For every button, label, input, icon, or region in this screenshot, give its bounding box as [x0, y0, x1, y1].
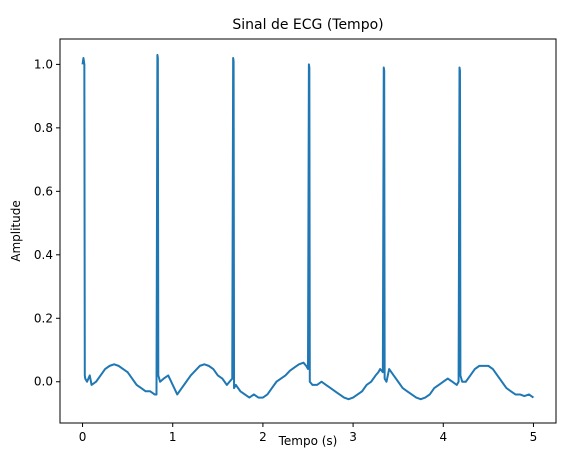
y-axis-ticks: 0.0 0.2 0.4 0.6 0.8 1.0 — [34, 57, 60, 389]
x-axis-label: Tempo (s) — [278, 434, 338, 448]
x-tick-label: 2 — [259, 430, 267, 444]
y-tick-label: 0.0 — [34, 375, 53, 389]
ecg-series-line — [81, 53, 535, 401]
series-layer — [81, 53, 535, 401]
x-tick-label: 5 — [530, 430, 538, 444]
axes-frame — [59, 38, 557, 424]
chart-title: Sinal de ECG (Tempo) — [232, 17, 383, 33]
x-tick-label: 0 — [79, 430, 87, 444]
y-axis-label: Amplitude — [9, 200, 23, 262]
x-tick-label: 1 — [169, 430, 177, 444]
y-tick-label: 0.2 — [34, 311, 53, 325]
x-axis-ticks: 0 1 2 3 4 5 — [79, 423, 538, 444]
y-tick-label: 1.0 — [34, 57, 53, 71]
y-tick-label: 0.8 — [34, 121, 53, 135]
x-tick-label: 4 — [439, 430, 447, 444]
y-tick-label: 0.6 — [34, 184, 53, 198]
plot-area — [59, 38, 557, 424]
y-tick-label: 0.4 — [34, 248, 53, 262]
x-tick-label: 3 — [349, 430, 357, 444]
